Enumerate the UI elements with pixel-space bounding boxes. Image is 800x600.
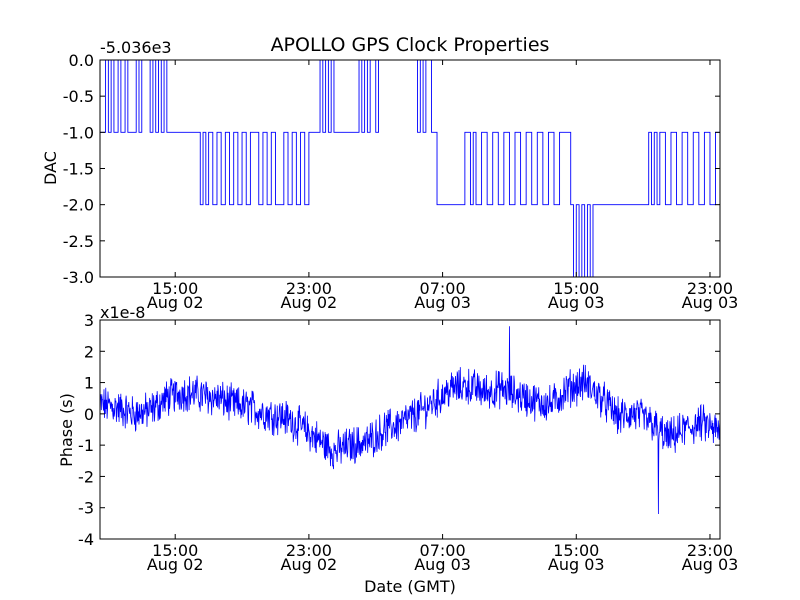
dac-y-axis-label: DAC [41,151,60,185]
dac-line-layer [100,59,720,278]
dac-series-line [100,59,720,278]
phase-y-axis-label: Phase (s) [57,393,76,467]
dac-xtick-label-time: 15:00 [553,279,599,298]
dac-ytick-label: -1.5 [63,160,94,179]
x-axis-label: Date (GMT) [364,577,456,596]
dac-offset-text: -5.036e3 [100,38,172,57]
dac-xtick-label-date: Aug 02 [147,293,204,312]
dac-ytick-label: -2.0 [63,196,94,215]
phase-ytick-label: -3 [78,499,94,518]
phase-ytick-label: 1 [84,374,94,393]
phase-series-line [99,326,721,514]
phase-xtick-label-date: Aug 03 [682,555,739,574]
phase-xtick-label-date: Aug 03 [414,555,471,574]
phase-ytick-label: 2 [84,342,94,361]
dac-xtick-label-time: 15:00 [152,279,198,298]
phase-xtick-label-time: 23:00 [687,541,733,560]
phase-offset-text: x1e-8 [100,303,145,322]
dac-ytick-label: 0.0 [69,51,94,70]
phase-xtick-label-time: 15:00 [553,541,599,560]
dac-xtick-label-date: Aug 03 [548,293,605,312]
phase-xtick-label-date: Aug 03 [548,555,605,574]
phase-ytick-label: 0 [84,405,94,424]
dac-ytick-label: -0.5 [63,87,94,106]
phase-xtick-label-time: 23:00 [286,541,332,560]
dac-xtick-label-date: Aug 03 [414,293,471,312]
phase-xtick-label-date: Aug 02 [147,555,204,574]
dac-ytick-label: -2.5 [63,232,94,251]
dac-xtick-label-time: 07:00 [420,279,466,298]
chart-title: APOLLO GPS Clock Properties [271,34,550,56]
dac-ytick-label: -3.0 [63,268,94,287]
phase-ytick-label: 3 [84,311,94,330]
dac-ytick-label: -1.0 [63,123,94,142]
phase-ytick-label: -2 [78,467,94,486]
dac-xtick-label-date: Aug 03 [682,293,739,312]
phase-axes-frame [99,319,721,540]
dac-xtick-label-time: 23:00 [286,279,332,298]
phase-xtick-label-time: 15:00 [152,541,198,560]
phase-xtick-label-time: 07:00 [420,541,466,560]
dac-xtick-label-time: 23:00 [687,279,733,298]
phase-ytick-label: -4 [78,530,94,549]
phase-ytick-label: -1 [78,436,94,455]
phase-xtick-label-date: Aug 02 [281,555,338,574]
dac-xtick-label-date: Aug 02 [281,293,338,312]
phase-line-layer [99,326,721,514]
